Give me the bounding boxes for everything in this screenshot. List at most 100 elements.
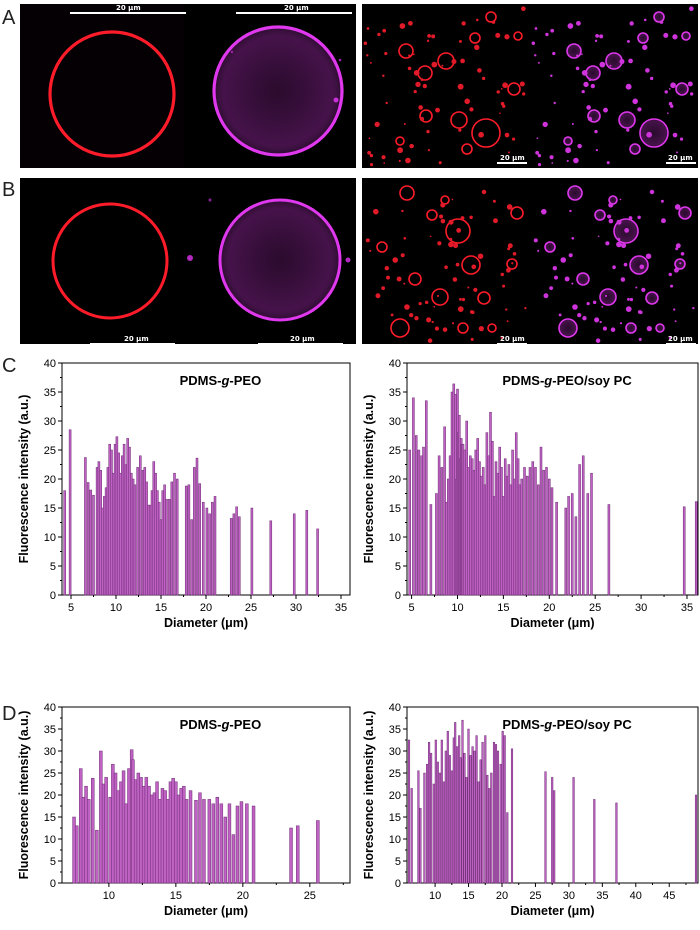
vesicle-red-ring xyxy=(399,185,415,201)
bar xyxy=(463,752,466,884)
bar xyxy=(694,501,698,596)
panel-letter-b: B xyxy=(2,179,15,201)
y-tick-label: 10 xyxy=(389,532,401,544)
y-tick-label: 15 xyxy=(389,503,401,515)
particle-red xyxy=(469,310,474,314)
vesicle-magenta-ring xyxy=(594,209,606,221)
particle-magenta xyxy=(560,257,567,263)
particle-magenta xyxy=(581,53,583,56)
particle-red xyxy=(440,218,446,224)
particle-magenta xyxy=(643,18,647,22)
particle-magenta xyxy=(667,112,669,114)
particle-red xyxy=(366,54,369,57)
particle-magenta xyxy=(668,336,672,340)
vesicle-magenta-ring xyxy=(681,31,691,41)
particle-magenta xyxy=(679,262,682,265)
particle-red xyxy=(439,214,444,219)
x-tick-label: 25 xyxy=(529,890,541,902)
vesicle-red-ring xyxy=(510,206,524,220)
particle-magenta xyxy=(552,266,558,271)
x-tick-label: 10 xyxy=(103,890,115,902)
particle-red xyxy=(382,28,387,33)
particle-magenta xyxy=(616,241,622,248)
vesicle-red-ring xyxy=(408,272,422,286)
particle-red xyxy=(473,287,478,292)
particle-magenta xyxy=(603,107,608,113)
particle-red xyxy=(500,272,504,277)
particle-magenta xyxy=(690,92,694,96)
particle-magenta xyxy=(566,159,569,162)
particle-magenta xyxy=(581,89,585,94)
particle-magenta xyxy=(606,161,610,165)
vesicle-red-ring xyxy=(426,209,438,221)
particle-red xyxy=(442,327,448,332)
vesicle-red-ring xyxy=(431,288,449,306)
x-tick-label: 20 xyxy=(496,890,508,902)
bar xyxy=(417,449,421,596)
bar xyxy=(572,777,575,884)
scale-bar-label: 20 μm xyxy=(124,335,149,343)
bar xyxy=(207,799,212,884)
y-tick-label: 0 xyxy=(395,590,401,602)
particle-magenta xyxy=(687,81,693,87)
particle-red xyxy=(478,131,484,138)
bar xyxy=(165,499,168,596)
vesicle-red-ring xyxy=(395,136,405,146)
particle-red xyxy=(453,242,459,249)
vesicle-red-ring xyxy=(461,255,481,275)
particle-red xyxy=(500,88,503,90)
y-tick-label: 20 xyxy=(44,474,56,486)
particle-magenta xyxy=(675,247,679,251)
particle-magenta xyxy=(595,33,599,38)
particle-magenta xyxy=(571,282,574,285)
bar xyxy=(194,800,198,884)
bar xyxy=(461,719,464,884)
particle-red xyxy=(372,210,375,212)
particle-red xyxy=(470,337,474,341)
scale-bar-label: 20 μm xyxy=(668,154,693,162)
particle-red xyxy=(429,235,432,238)
bar xyxy=(235,805,240,884)
bar xyxy=(231,834,236,884)
bar xyxy=(555,501,558,596)
bar xyxy=(520,478,523,596)
particle-magenta xyxy=(599,320,602,324)
bar xyxy=(548,478,551,596)
particle-magenta xyxy=(692,306,695,310)
particle-red xyxy=(499,112,501,114)
bar xyxy=(425,400,428,596)
particle-red xyxy=(521,6,526,11)
vesicle-magenta-ring xyxy=(675,82,689,96)
vesicle-magenta-ring xyxy=(655,323,665,333)
bar xyxy=(215,796,220,884)
particle-magenta xyxy=(635,286,638,289)
particle-magenta xyxy=(605,241,610,246)
bar xyxy=(469,755,472,884)
bar-chart-d-pdms-g-peo: 0 5 10 15 20 25 30 35 40 10 15 20 25 Diameter (μm) Flu… xyxy=(17,702,351,918)
particle-red xyxy=(403,236,407,240)
bar xyxy=(198,483,201,596)
x-tick-label: 25 xyxy=(589,602,601,614)
particle-magenta xyxy=(610,327,616,332)
particle-red xyxy=(403,282,406,285)
x-axis-label: Diameter (μm) xyxy=(164,904,248,918)
bar xyxy=(84,457,87,596)
bar xyxy=(570,493,574,596)
scale-bar-label: 20 μm xyxy=(284,4,309,12)
particle-red xyxy=(505,308,508,311)
bar xyxy=(437,455,441,596)
y-tick-label: 10 xyxy=(389,834,401,846)
particle-magenta xyxy=(577,312,582,318)
x-axis-label: Diameter (μm) xyxy=(510,616,594,630)
x-tick-label: 15 xyxy=(497,602,509,614)
particle-red xyxy=(507,247,511,251)
y-tick-label: 5 xyxy=(395,856,401,868)
particle-magenta xyxy=(569,209,572,213)
particle-magenta xyxy=(558,313,562,317)
vesicle-magenta-ring xyxy=(629,143,641,155)
bar xyxy=(567,496,570,596)
particle-red xyxy=(433,305,436,308)
particle-magenta xyxy=(567,23,574,29)
